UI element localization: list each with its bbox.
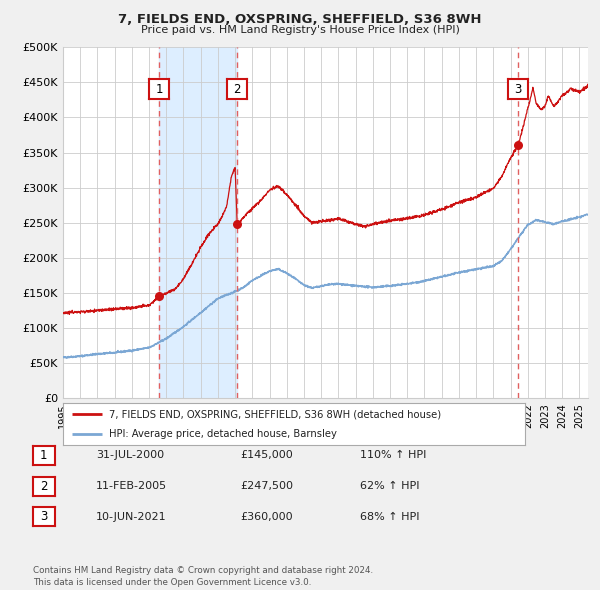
Text: 11-FEB-2005: 11-FEB-2005	[96, 481, 167, 491]
Text: £247,500: £247,500	[240, 481, 293, 491]
Text: 10-JUN-2021: 10-JUN-2021	[96, 512, 167, 522]
Text: £360,000: £360,000	[240, 512, 293, 522]
Text: 2: 2	[40, 480, 47, 493]
Text: 31-JUL-2000: 31-JUL-2000	[96, 451, 164, 460]
Text: HPI: Average price, detached house, Barnsley: HPI: Average price, detached house, Barn…	[109, 429, 337, 439]
Text: 62% ↑ HPI: 62% ↑ HPI	[360, 481, 419, 491]
Text: 7, FIELDS END, OXSPRING, SHEFFIELD, S36 8WH: 7, FIELDS END, OXSPRING, SHEFFIELD, S36 …	[118, 13, 482, 26]
Text: 1: 1	[155, 83, 163, 96]
Text: 68% ↑ HPI: 68% ↑ HPI	[360, 512, 419, 522]
Text: Contains HM Land Registry data © Crown copyright and database right 2024.
This d: Contains HM Land Registry data © Crown c…	[33, 566, 373, 587]
Bar	[159, 47, 237, 398]
Text: 7, FIELDS END, OXSPRING, SHEFFIELD, S36 8WH (detached house): 7, FIELDS END, OXSPRING, SHEFFIELD, S36 …	[109, 409, 442, 419]
Text: 1: 1	[40, 449, 47, 462]
Text: 3: 3	[514, 83, 522, 96]
Text: Price paid vs. HM Land Registry's House Price Index (HPI): Price paid vs. HM Land Registry's House …	[140, 25, 460, 35]
Text: £145,000: £145,000	[240, 451, 293, 460]
Text: 110% ↑ HPI: 110% ↑ HPI	[360, 451, 427, 460]
Text: 3: 3	[40, 510, 47, 523]
Text: 2: 2	[233, 83, 241, 96]
